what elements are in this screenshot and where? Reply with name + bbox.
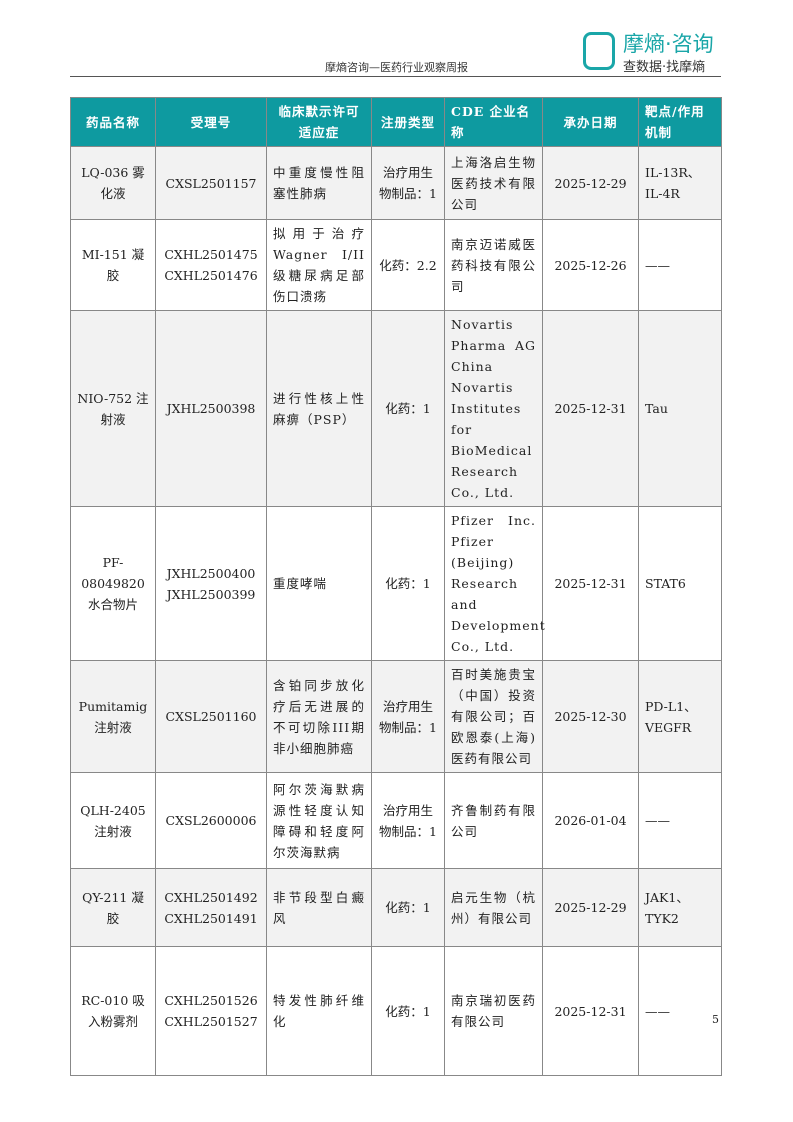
table-cell: 阿尔茨海默病源性轻度认知障碍和轻度阿尔茨海默病 — [266, 772, 372, 869]
table-cell: 上海洛启生物医药技术有限公司 — [444, 146, 543, 220]
table-cell: JXHL2500400 JXHL2500399 — [155, 506, 267, 661]
logo-slogan: 查数据·找摩熵 — [623, 60, 706, 75]
table-cell: Pfizer Inc. Pfizer (Beijing) Research an… — [444, 506, 545, 661]
table-cell: 百时美施贵宝（中国）投资有限公司；百欧恩泰(上海)医药有限公司 — [444, 660, 543, 773]
column-header: 临床默示许可适应症 — [266, 97, 372, 147]
table-cell: CXHL2501526 CXHL2501527 — [155, 946, 267, 1076]
table-cell: 治疗用生物制品：1 — [371, 660, 445, 773]
table-cell: —— — [638, 219, 722, 311]
table-cell: 化药：1 — [371, 506, 445, 661]
table-cell: NIO-752 注射液 — [70, 310, 156, 507]
table-row: RC-010 吸入粉雾剂 CXHL2501526 CXHL2501527 特发性肺纤… — [70, 946, 722, 1076]
table-cell: 2025-12-30 — [542, 660, 639, 773]
table-cell: Novartis Pharma AG China Novartis Instit… — [444, 310, 543, 507]
table-cell: Tau — [638, 310, 722, 507]
table-cell: —— — [638, 772, 722, 869]
table-cell: 化药：1 — [371, 946, 445, 1076]
table-cell: LQ-036 雾化液 — [70, 146, 156, 220]
table-row: Pumitamig 注射液 CXSL2501160 含铂同步放化疗后无进展的不可切除… — [70, 660, 722, 773]
table-cell: 非节段型白癜风 — [266, 868, 372, 947]
column-header: 承办日期 — [542, 97, 639, 147]
table-cell: RC-010 吸入粉雾剂 — [70, 946, 156, 1076]
column-header: 靶点/作用机制 — [638, 97, 722, 147]
table-cell: 2025-12-26 — [542, 219, 639, 311]
column-header: 注册类型 — [371, 97, 445, 147]
logo-icon — [583, 32, 615, 70]
table-cell: JXHL2500398 — [155, 310, 267, 507]
table-cell: CXSL2501160 — [155, 660, 267, 773]
table-cell: CXSL2600006 — [155, 772, 267, 869]
table-row: LQ-036 雾化液 CXSL2501157 中重度慢性阻塞性肺病 治疗用生物制品：1… — [70, 146, 722, 220]
table-cell: 2026-01-04 — [542, 772, 639, 869]
table-cell: 南京迈诺威医药科技有限公司 — [444, 219, 543, 311]
header-divider — [70, 76, 721, 77]
table-cell: CXHL2501475 CXHL2501476 — [155, 219, 267, 311]
table-row: NIO-752 注射液 JXHL2500398 进行性核上性麻痹（PSP） 化药：1 N… — [70, 310, 722, 507]
table-cell: 含铂同步放化疗后无进展的不可切除III期非小细胞肺癌 — [266, 660, 372, 773]
table-cell: 化药：1 — [371, 310, 445, 507]
table-cell: STAT6 — [638, 506, 722, 661]
table-cell: —— — [638, 946, 722, 1076]
table-cell: 重度哮喘 — [266, 506, 372, 661]
table-cell: 特发性肺纤维化 — [266, 946, 372, 1076]
column-header: 药品名称 — [70, 97, 156, 147]
table-cell: 化药：1 — [371, 868, 445, 947]
drug-table: 药品名称 受理号 临床默示许可适应症 注册类型 CDE 企业名称 承办日期 靶点/作用机制 … — [70, 97, 722, 1076]
table-cell: 齐鲁制药有限公司 — [444, 772, 543, 869]
logo-text: 摩熵·咨询 — [623, 32, 714, 56]
table-header-row: 药品名称 受理号 临床默示许可适应症 注册类型 CDE 企业名称 承办日期 靶点/作用机制 — [70, 97, 722, 147]
table-row: PF-08049820 水合物片 JXHL2500400 JXHL2500399 重… — [70, 506, 722, 661]
table-cell: 化药：2.2 — [371, 219, 445, 311]
table-cell: PF-08049820 水合物片 — [70, 506, 156, 661]
table-cell: 治疗用生物制品：1 — [371, 772, 445, 869]
table-cell: QY-211 凝胶 — [70, 868, 156, 947]
table-cell: 启元生物（杭州）有限公司 — [444, 868, 543, 947]
table-cell: 进行性核上性麻痹（PSP） — [266, 310, 372, 507]
table-cell: IL-13R、IL-4R — [638, 146, 722, 220]
table-cell: Pumitamig 注射液 — [70, 660, 156, 773]
table-cell: 治疗用生物制品：1 — [371, 146, 445, 220]
table-cell: 2025-12-31 — [542, 310, 639, 507]
table-cell: PD-L1、VEGFR — [638, 660, 722, 773]
table-cell: 2025-12-29 — [542, 868, 639, 947]
table-row: MI-151 凝胶 CXHL2501475 CXHL2501476 拟用于治疗 Wa… — [70, 219, 722, 311]
table-cell: MI-151 凝胶 — [70, 219, 156, 311]
table-cell: CXSL2501157 — [155, 146, 267, 220]
logo: 摩熵·咨询 查数据·找摩熵 — [583, 28, 723, 75]
table-cell: 2025-12-31 — [542, 506, 639, 661]
column-header: 受理号 — [155, 97, 267, 147]
table-row: QY-211 凝胶 CXHL2501492 CXHL2501491 非节段型白癜风化… — [70, 868, 722, 947]
column-header: CDE 企业名称 — [444, 97, 543, 147]
table-cell: JAK1、TYK2 — [638, 868, 722, 947]
table-cell: 南京瑞初医药有限公司 — [444, 946, 543, 1076]
table-cell: QLH-2405 注射液 — [70, 772, 156, 869]
table-cell: 中重度慢性阻塞性肺病 — [266, 146, 372, 220]
table-cell: 2025-12-29 — [542, 146, 639, 220]
table-row: QLH-2405 注射液 CXSL2600006 阿尔茨海默病源性轻度认知障碍和轻度… — [70, 772, 722, 869]
table-cell: 拟用于治疗 Wagner I/II 级糖尿病足部伤口溃疡 — [266, 219, 372, 311]
page-number: 5 — [712, 1013, 719, 1026]
table-cell: 2025-12-31 — [542, 946, 639, 1076]
running-header: 摩熵咨询—医药行业观察周报 — [325, 61, 468, 74]
table-cell: CXHL2501492 CXHL2501491 — [155, 868, 267, 947]
